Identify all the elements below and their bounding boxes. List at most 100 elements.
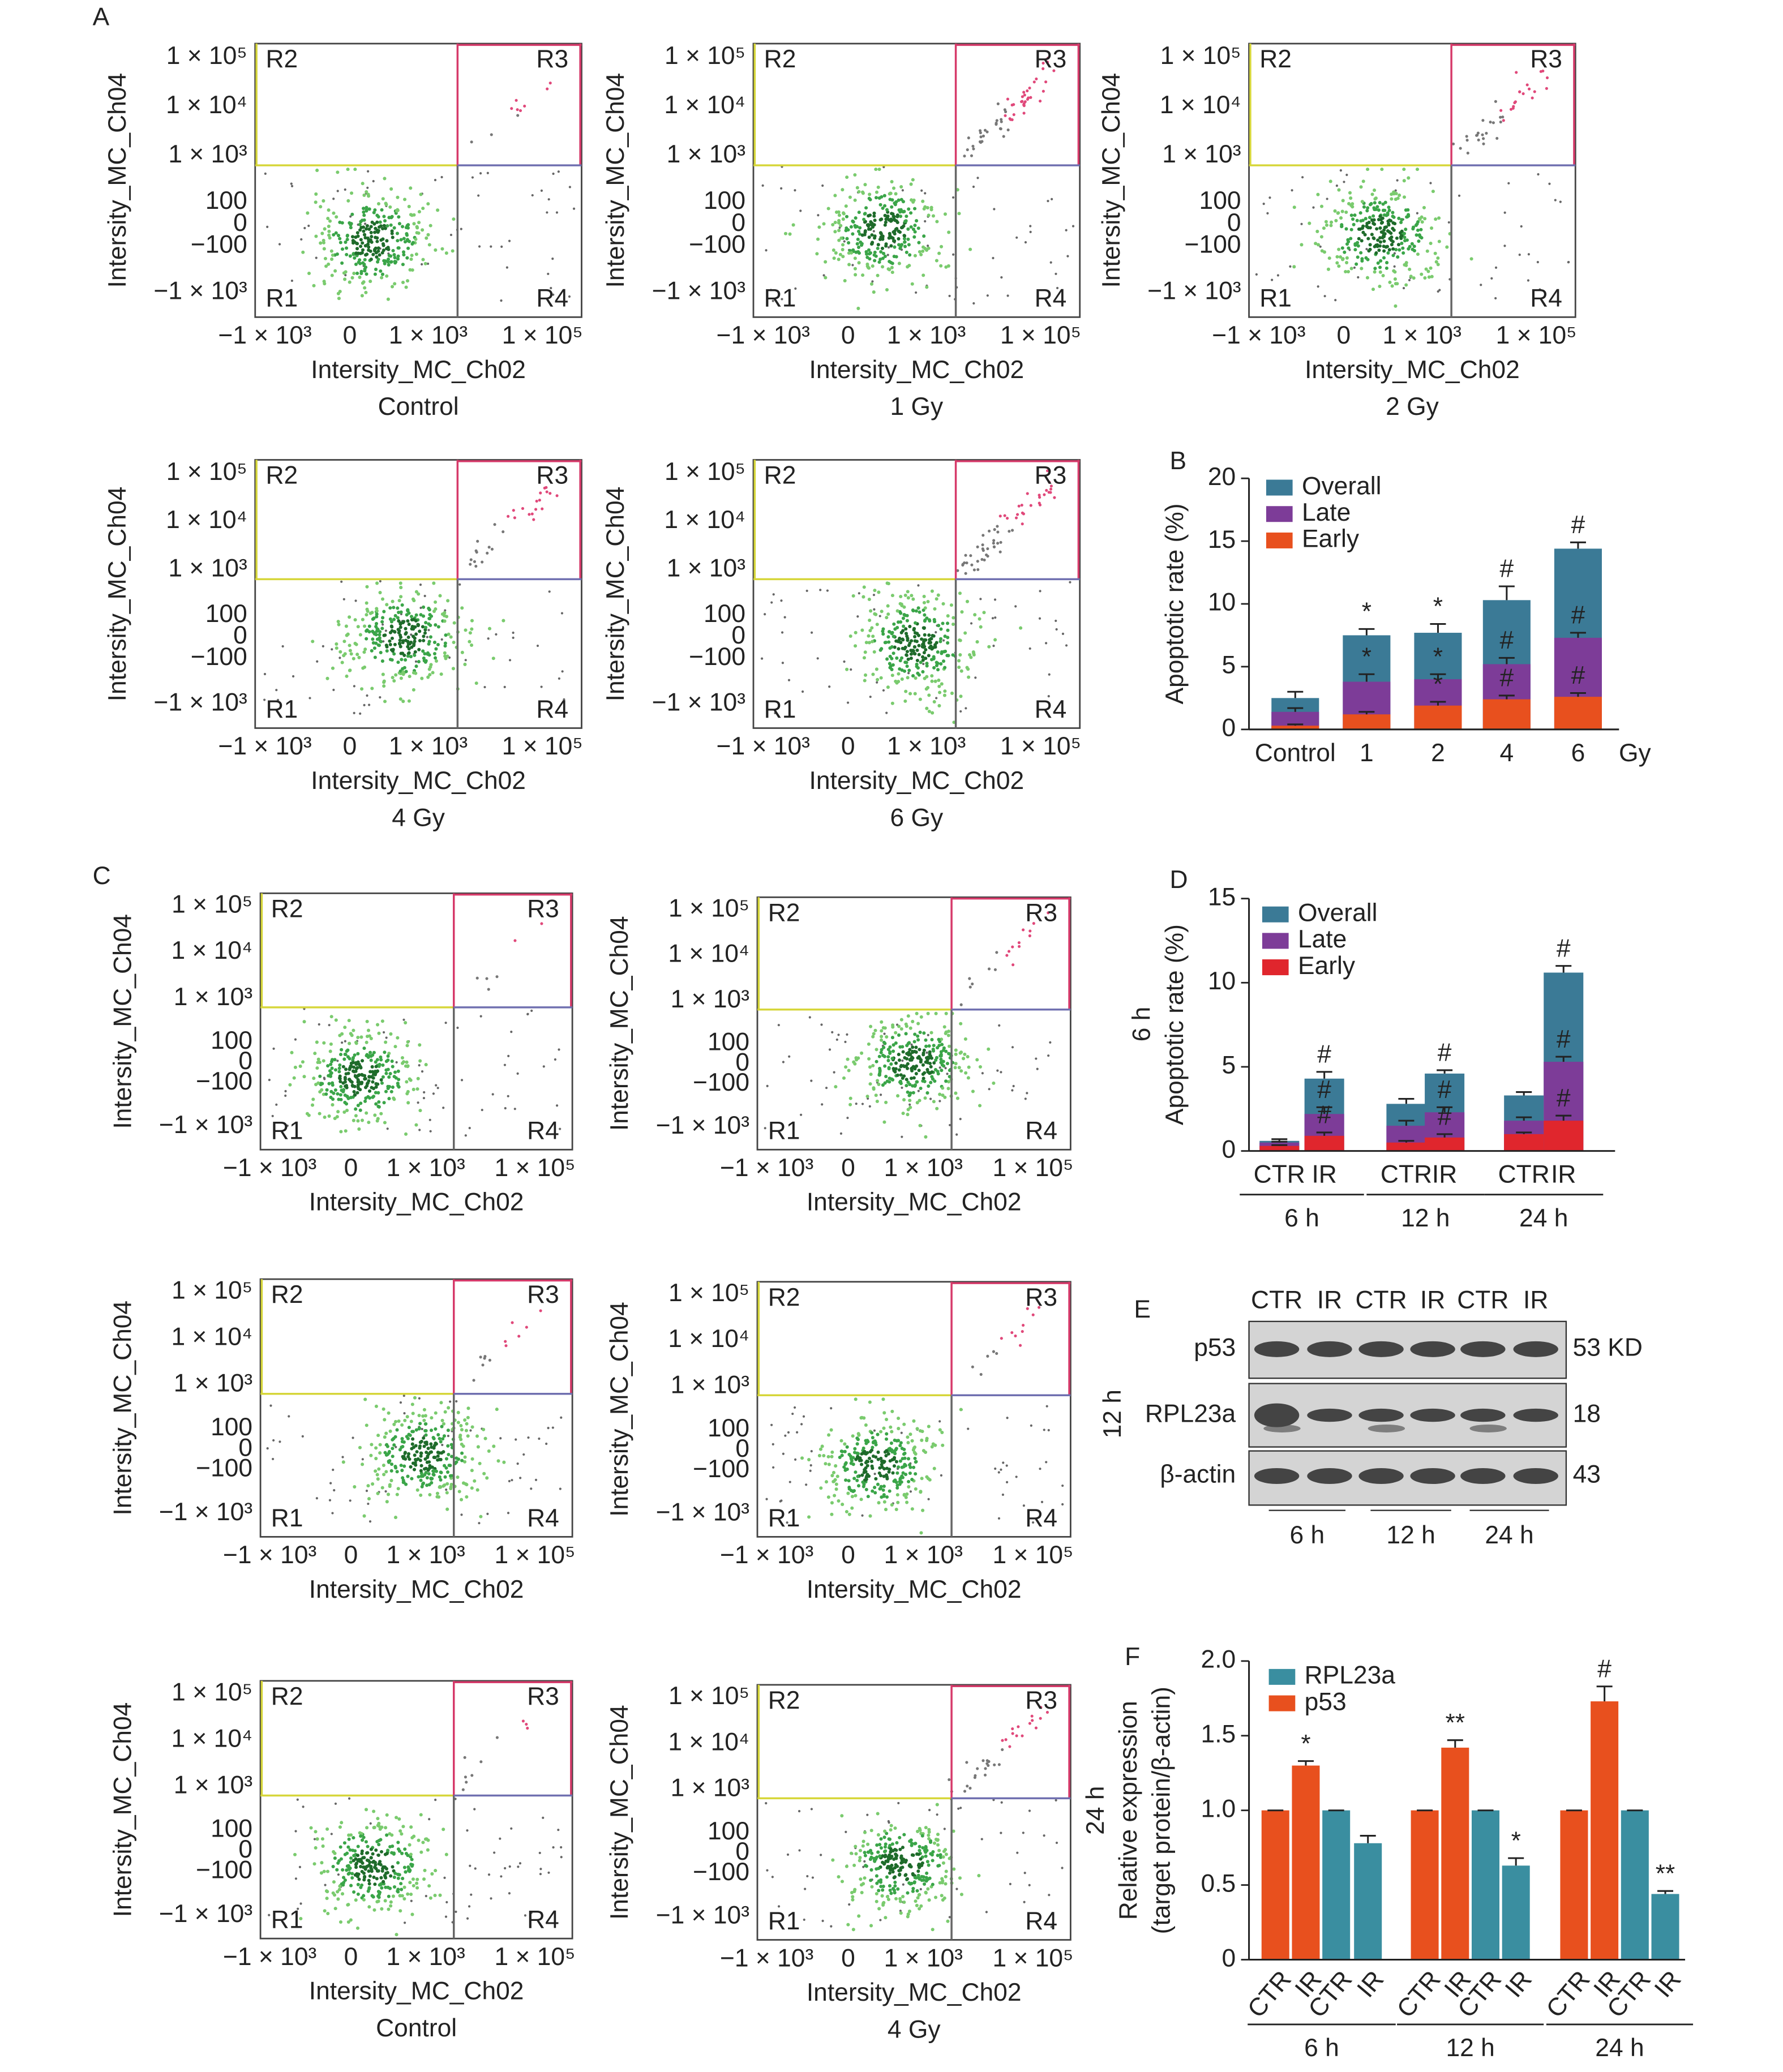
event-dot [412, 1445, 415, 1449]
blot-band [1513, 1468, 1558, 1485]
event-dot [1011, 1727, 1014, 1731]
event-dot [413, 650, 417, 654]
event-dot [881, 256, 885, 260]
event-dot [923, 1096, 927, 1100]
event-dot [424, 621, 428, 625]
event-dot [445, 654, 449, 658]
event-dot [1366, 206, 1370, 210]
event-dot [1047, 911, 1050, 915]
event-dot [456, 1026, 459, 1029]
event-dot [933, 620, 937, 624]
event-dot [908, 1099, 912, 1103]
x-axis-title: Intersity_MC_Ch02 [309, 1977, 524, 2005]
event-dot [385, 1500, 389, 1504]
event-dot [445, 615, 449, 619]
event-dot [408, 1433, 412, 1438]
region-label: R1 [768, 1117, 800, 1145]
event-dot [920, 1430, 924, 1434]
event-dot [322, 247, 326, 251]
event-dot [391, 1455, 395, 1458]
event-dot [391, 1865, 395, 1869]
event-dot [379, 1055, 383, 1059]
event-dot [888, 259, 892, 264]
event-dot [879, 235, 883, 239]
event-dot [436, 625, 440, 629]
event-dot [971, 982, 974, 986]
event-dot [391, 1894, 395, 1898]
event-dot [395, 1445, 397, 1448]
event-dot [442, 1434, 446, 1438]
lane-label: CTR [1251, 1286, 1302, 1314]
event-dot [413, 653, 417, 657]
event-dot [475, 976, 479, 980]
event-dot [943, 1095, 947, 1099]
event-dot [358, 633, 362, 637]
event-dot [902, 1074, 906, 1078]
event-dot [802, 1415, 805, 1418]
event-dot [445, 1507, 449, 1511]
significance-label: # [1317, 1076, 1331, 1104]
y-tick-label: 0 [735, 1838, 749, 1865]
event-dot [557, 170, 560, 173]
event-dot [1437, 290, 1439, 293]
event-dot [372, 1087, 376, 1091]
event-dot [902, 1883, 905, 1886]
event-dot [1512, 105, 1515, 108]
event-dot [885, 1079, 889, 1083]
event-dot [834, 1482, 838, 1486]
event-dot [909, 182, 913, 186]
event-dot [385, 274, 389, 278]
event-dot [369, 1856, 373, 1860]
event-dot [895, 625, 899, 629]
event-dot [928, 1809, 931, 1812]
event-dot [378, 639, 382, 643]
event-dot [892, 1876, 896, 1880]
event-dot [1017, 1725, 1020, 1728]
event-dot [946, 636, 950, 640]
y-tick-label: 15 [1208, 883, 1236, 911]
event-dot [1420, 215, 1424, 219]
event-dot [895, 226, 899, 231]
event-dot [856, 306, 860, 310]
event-dot [363, 286, 367, 290]
event-dot [428, 1818, 431, 1821]
event-dot [851, 1456, 855, 1460]
event-dot [1349, 228, 1353, 231]
event-dot [1394, 304, 1398, 308]
event-dot [1418, 235, 1422, 239]
event-dot [946, 1033, 950, 1037]
event-dot [899, 594, 903, 599]
event-dot [349, 652, 353, 656]
event-dot [355, 231, 359, 235]
event-dot [375, 1070, 379, 1074]
event-dot [937, 251, 941, 255]
event-dot [995, 1352, 998, 1355]
event-dot [924, 1846, 928, 1850]
y-tick-label: 1 × 10⁴ [668, 1325, 749, 1353]
event-dot [890, 1448, 894, 1452]
event-dot [905, 250, 908, 254]
event-dot [347, 1866, 351, 1870]
y-tick-label: 1 × 10⁵ [166, 458, 247, 486]
event-dot [479, 1015, 482, 1018]
event-dot [443, 641, 447, 645]
event-dot [387, 1459, 391, 1464]
event-dot [487, 1449, 491, 1453]
legend-swatch [1266, 506, 1293, 522]
event-dot [435, 1491, 439, 1495]
event-dot [923, 247, 927, 251]
event-dot [365, 227, 368, 231]
event-dot [347, 1837, 351, 1841]
blot-band [1460, 1341, 1506, 1357]
event-dot [1038, 617, 1041, 620]
event-dot [388, 642, 392, 646]
event-dot [846, 1923, 850, 1927]
event-dot [1005, 1464, 1008, 1467]
event-dot [490, 245, 492, 248]
event-dot [932, 1044, 936, 1048]
event-dot [1004, 114, 1007, 117]
event-dot [423, 1414, 427, 1418]
event-dot [921, 1875, 925, 1879]
event-dot [365, 1826, 369, 1830]
event-dot [909, 652, 913, 656]
